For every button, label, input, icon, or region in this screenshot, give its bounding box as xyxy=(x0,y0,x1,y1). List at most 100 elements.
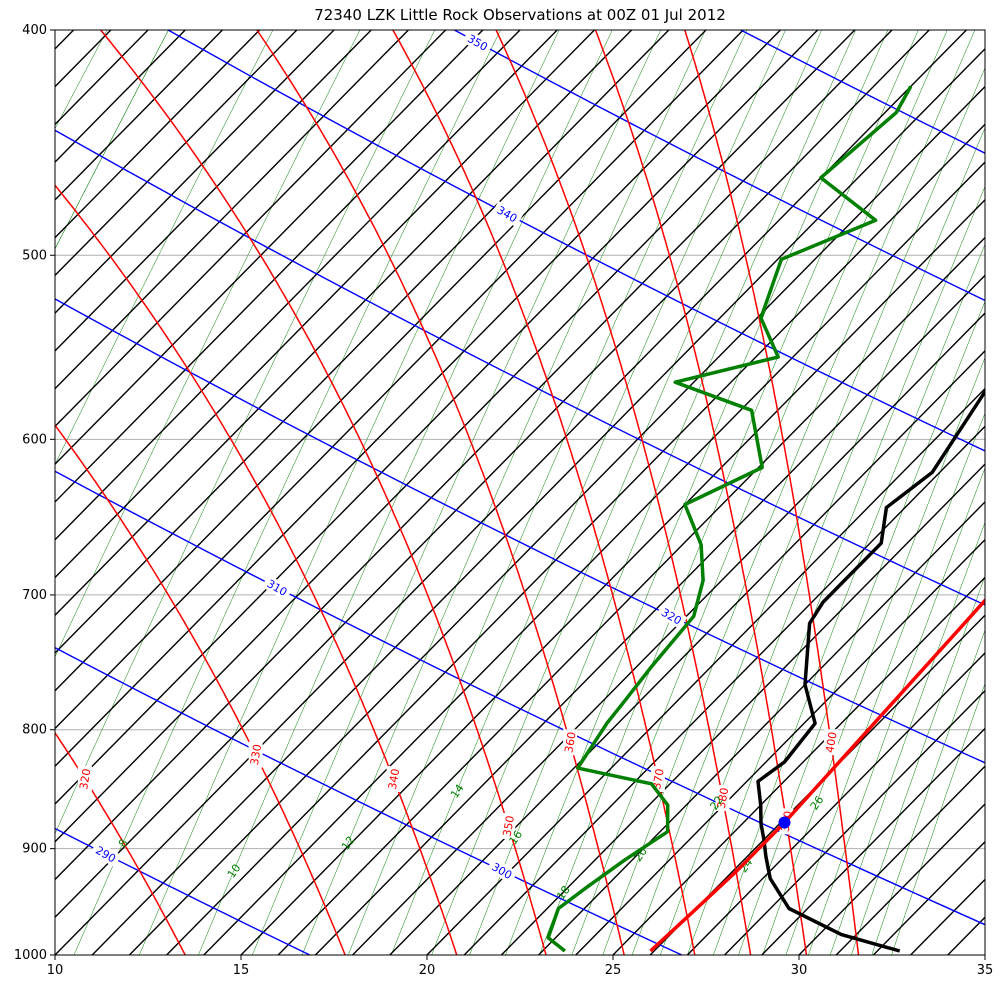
y-tick-label: 600 xyxy=(22,432,47,447)
isotherm-line xyxy=(55,30,893,881)
mixing-ratio-line xyxy=(660,127,985,955)
moist-adiabat-label: 330 xyxy=(248,743,264,766)
x-tick-label: 25 xyxy=(605,963,622,978)
isotherm-line xyxy=(55,30,967,955)
dewpoint-profile xyxy=(546,85,913,953)
x-tick-label: 35 xyxy=(977,963,994,978)
isotherm-line xyxy=(426,387,985,955)
mixing-ratio-line xyxy=(851,575,985,955)
mixing-ratio-line xyxy=(871,629,985,955)
isotherm-line xyxy=(500,463,985,955)
mixing-ratio-line xyxy=(785,412,985,955)
isotherm-line xyxy=(55,30,744,730)
moist-adiabat-label-bg xyxy=(715,785,730,812)
moist-adiabat-line xyxy=(594,30,808,955)
dry-adiabat-line xyxy=(167,30,985,452)
isotherm-line xyxy=(128,85,985,955)
x-tick-label: 20 xyxy=(419,963,436,978)
isotherm-line xyxy=(55,30,670,654)
isotherm-line xyxy=(798,765,985,955)
moist-adiabat-label-bg xyxy=(77,765,92,792)
isotherm-line xyxy=(55,30,521,503)
isotherm-line xyxy=(55,30,409,390)
moist-adiabat-label: 360 xyxy=(562,731,578,754)
moist-adiabat-line xyxy=(55,424,346,955)
moist-adiabat-label: 380 xyxy=(715,787,731,810)
isotherm-line xyxy=(55,30,595,579)
y-tick-label: 700 xyxy=(22,588,47,603)
plot-frame xyxy=(54,29,986,956)
dry-adiabat-label-bg xyxy=(655,603,688,630)
mixing-ratio-line xyxy=(738,300,985,955)
plot-border xyxy=(54,29,986,956)
mixing-ratio-line xyxy=(55,30,436,835)
moist-adiabat-label-bg xyxy=(562,729,577,756)
mixing-ratio-line xyxy=(571,30,948,955)
isotherm-line xyxy=(277,236,985,955)
y-tick-label: 800 xyxy=(22,723,47,738)
isotherm-line xyxy=(55,30,707,692)
moist-adiabat-label: 400 xyxy=(823,731,839,754)
isotherm-line xyxy=(314,274,985,955)
moist-adiabat-line xyxy=(55,184,458,955)
isotherm-line xyxy=(0,30,36,955)
isotherm-line xyxy=(55,30,930,919)
isotherm-line xyxy=(389,349,985,955)
y-tick-label: 400 xyxy=(22,23,47,38)
dry-adiabat-label-bg xyxy=(491,200,523,228)
parcel-profile xyxy=(649,597,985,953)
isotherm-line xyxy=(55,30,484,466)
sounding-profiles xyxy=(546,85,985,953)
temperature-profile xyxy=(756,388,985,953)
isotherm-line xyxy=(91,47,985,955)
lcl-marker xyxy=(778,816,791,829)
dry-adiabat-label-bg xyxy=(261,574,293,601)
dry-adiabat-label-bg xyxy=(486,857,518,884)
moist-adiabat-line xyxy=(392,30,696,955)
y-tick-label: 1000 xyxy=(14,948,47,963)
moist-adiabat-line xyxy=(495,30,752,955)
chart-title: 72340 LZK Little Rock Observations at 00… xyxy=(314,6,726,24)
moist-adiabat-label: 340 xyxy=(386,768,402,791)
isotherm-lines xyxy=(0,30,985,955)
isotherm-line xyxy=(984,954,985,955)
dry-adiabat-line xyxy=(55,298,985,764)
dry-adiabat-line xyxy=(55,646,683,955)
isotherm-line xyxy=(55,30,781,768)
dry-adiabat-label-bg xyxy=(462,30,494,56)
isotherm-line xyxy=(352,312,985,955)
isotherm-line xyxy=(240,198,985,955)
moist-adiabat-label-bg xyxy=(386,765,401,792)
mixing-ratio-line xyxy=(891,682,985,955)
dry-adiabat-line xyxy=(55,470,985,926)
moist-adiabat-label-bg xyxy=(248,741,263,768)
moist-adiabat-line xyxy=(55,731,186,955)
isotherm-line xyxy=(55,30,335,315)
mixing-ratio-line xyxy=(347,30,748,955)
isotherm-line xyxy=(55,30,856,843)
y-tick-label: 900 xyxy=(22,842,47,857)
mixing-ratio-line xyxy=(55,30,274,465)
moist-adiabat-label: 350 xyxy=(501,815,517,838)
isotherm-line xyxy=(55,30,223,201)
moist-adiabat-line xyxy=(256,30,625,955)
axis-ticks: 10 15 20 25 30 35 400 500 600 700 800 900 1000 xyxy=(14,23,993,978)
moist-adiabat-lines xyxy=(55,30,860,955)
mixing-ratio-lines xyxy=(0,30,985,955)
mixing-ratio-line xyxy=(73,30,501,955)
isotherm-line xyxy=(761,727,985,955)
isotherm-line xyxy=(55,30,558,541)
x-tick-label: 15 xyxy=(233,963,250,978)
isotherm-line xyxy=(55,30,819,805)
moist-adiabat-label-bg xyxy=(501,812,516,839)
mixing-ratio-line xyxy=(0,30,37,955)
mixing-ratio-line xyxy=(713,243,985,955)
dry-adiabat-line xyxy=(454,30,985,302)
mixing-ratio-line xyxy=(252,30,662,955)
dry-adiabat-line xyxy=(55,129,985,606)
isotherm-line xyxy=(166,123,985,955)
isotherm-line xyxy=(55,30,372,352)
isotherm-line xyxy=(203,161,985,955)
